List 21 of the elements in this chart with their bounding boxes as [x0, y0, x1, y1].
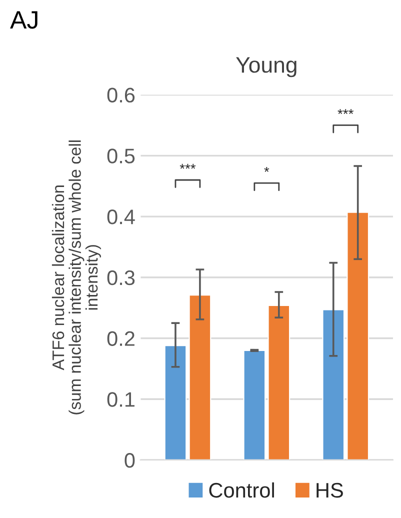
y-tick-label: 0.5: [107, 148, 135, 164]
y-tick-label: 0.3: [107, 270, 135, 286]
bar: [322, 309, 345, 460]
bar: [268, 304, 290, 460]
y-tick-label: 0.2: [107, 331, 134, 346]
y-tick-label: 0: [124, 452, 135, 468]
bar: [243, 350, 266, 460]
legend-label: HS: [316, 482, 343, 498]
chart-title: Young: [236, 57, 296, 78]
bar: [164, 345, 187, 460]
annotation: ***: [180, 164, 196, 169]
y-axis-title: ATF6 nuclear localization (sum nuclear intensity/sum whole cell intensity): [52, 140, 101, 414]
y-tick-label: 0.1: [107, 392, 134, 407]
text: AJ: [10, 11, 38, 29]
legend-label: Control: [209, 482, 274, 498]
annotation: ***: [338, 109, 354, 114]
y-tick-label: 0.6: [107, 88, 135, 103]
bar: [188, 294, 212, 460]
bar: [346, 212, 370, 460]
y-tick-label: 0.4: [107, 210, 135, 224]
annotation: *: [264, 166, 270, 172]
